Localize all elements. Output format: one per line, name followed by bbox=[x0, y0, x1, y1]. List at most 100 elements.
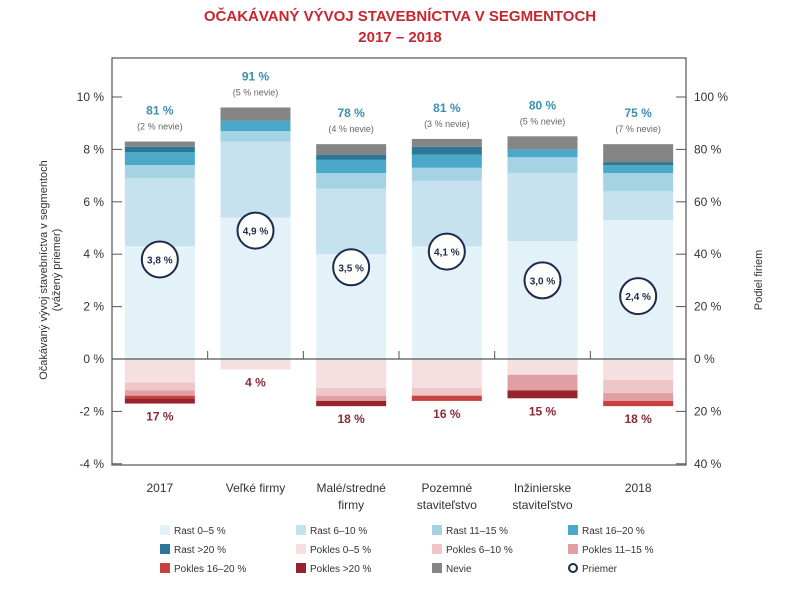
legend-swatch bbox=[160, 544, 170, 554]
bar-segment bbox=[220, 141, 291, 218]
bar-segment bbox=[603, 400, 674, 407]
y-left-tick-label: 4 % bbox=[83, 247, 104, 261]
decline-total-label: 17 % bbox=[146, 410, 174, 424]
bar-segment bbox=[507, 157, 578, 173]
x-tick-label: staviteľstvo bbox=[417, 498, 478, 512]
x-tick-label: Malé/stredné bbox=[316, 481, 386, 495]
bar-segment bbox=[316, 172, 387, 189]
bar-segment bbox=[507, 136, 578, 150]
legend-swatch bbox=[160, 525, 170, 535]
axes: 2017 Veľké firmy Malé/stredné firmy Pozemné s… bbox=[77, 57, 728, 512]
bar-segment bbox=[124, 382, 195, 391]
legend-label: Nevie bbox=[446, 564, 472, 575]
legend-swatch bbox=[296, 544, 306, 554]
y-left-tick-label: 2 % bbox=[83, 300, 104, 314]
average-label: 3,8 % bbox=[147, 255, 173, 266]
bar-segment bbox=[411, 167, 482, 181]
bar-segment bbox=[124, 152, 195, 166]
y-left-tick-label: 6 % bbox=[83, 195, 104, 209]
bar-segment bbox=[124, 395, 195, 399]
legend-label: Pokles 0–5 % bbox=[310, 545, 371, 556]
dont-know-label: (3 % nevie) bbox=[424, 119, 470, 129]
bar-segment bbox=[124, 178, 195, 247]
bar-segment bbox=[507, 374, 578, 391]
bar-segment bbox=[603, 144, 674, 163]
decline-total-label: 15 % bbox=[529, 404, 557, 418]
y-axis-left-label-line2: (vážený priemer) bbox=[51, 229, 63, 312]
bar-segment bbox=[411, 387, 482, 396]
y-left-tick-label: -2 % bbox=[79, 404, 104, 418]
y-left-tick-label: 8 % bbox=[83, 142, 104, 156]
average-label: 4,1 % bbox=[434, 248, 460, 259]
bar-segment bbox=[124, 165, 195, 179]
y-right-tick-label: 0 % bbox=[694, 352, 715, 366]
bar-segment bbox=[124, 359, 195, 383]
decline-total-label: 4 % bbox=[245, 375, 266, 389]
growth-total-label: 81 % bbox=[146, 104, 174, 118]
bar-segment bbox=[220, 359, 291, 370]
growth-total-label: 78 % bbox=[337, 106, 365, 120]
average-label: 3,5 % bbox=[338, 263, 364, 274]
bar-segment bbox=[316, 144, 387, 155]
bar-segment bbox=[316, 159, 387, 173]
legend-swatch bbox=[568, 525, 578, 535]
decline-total-label: 18 % bbox=[624, 412, 652, 426]
bar-segment bbox=[411, 146, 482, 155]
bar-segment bbox=[124, 141, 195, 147]
bar-segment bbox=[507, 359, 578, 375]
y-right-tick-label: 20 % bbox=[694, 404, 722, 418]
bar-segment bbox=[411, 395, 482, 401]
average-label: 3,0 % bbox=[530, 276, 556, 287]
bar-segment bbox=[603, 172, 674, 192]
legend-label: Rast 11–15 % bbox=[446, 526, 508, 537]
x-tick-label: Veľké firmy bbox=[226, 481, 286, 495]
bar-segment bbox=[316, 188, 387, 255]
x-tick-label: Pozemné bbox=[421, 481, 472, 495]
y-axis-right-label: Podiel firiem bbox=[753, 250, 765, 311]
decline-total-label: 16 % bbox=[433, 407, 461, 421]
bar-segment bbox=[316, 395, 387, 401]
bar-segment bbox=[507, 390, 578, 399]
average-label: 2,4 % bbox=[625, 292, 651, 303]
y-right-tick-label: 80 % bbox=[694, 142, 722, 156]
average-marker bbox=[427, 232, 466, 271]
legend-swatch bbox=[432, 563, 442, 573]
bar-segment bbox=[507, 172, 578, 242]
dont-know-label: (5 % nevie) bbox=[520, 116, 566, 126]
bar-segment bbox=[507, 149, 578, 158]
bar-segment bbox=[124, 390, 195, 396]
growth-total-label: 81 % bbox=[433, 101, 461, 115]
dont-know-label: (5 % nevie) bbox=[233, 87, 279, 97]
legend-swatch bbox=[296, 563, 306, 573]
legend-swatch-priemer bbox=[568, 563, 578, 573]
y-left-tick-label: 0 % bbox=[83, 352, 104, 366]
bar-segment bbox=[603, 379, 674, 394]
bar-segment bbox=[507, 241, 578, 359]
legend-label: Rast 0–5 % bbox=[174, 526, 226, 537]
plot-area: 81 % (2 % nevie) 17 % 3,8 % 91 % (5 % nevie) 4… bbox=[124, 69, 674, 426]
bar-segment bbox=[220, 107, 291, 121]
bar-segment bbox=[411, 138, 482, 147]
average-marker bbox=[523, 261, 562, 300]
y-right-tick-label: 20 % bbox=[694, 300, 722, 314]
bar-segment bbox=[220, 131, 291, 142]
legend-label: Rast 6–10 % bbox=[310, 526, 367, 537]
bar-segment bbox=[603, 191, 674, 221]
decline-total-label: 18 % bbox=[337, 412, 365, 426]
growth-total-label: 91 % bbox=[242, 69, 270, 83]
x-tick-label: Inžinierske bbox=[514, 481, 572, 495]
y-left-tick-label: 10 % bbox=[77, 90, 105, 104]
growth-total-label: 75 % bbox=[624, 106, 652, 120]
x-tick-label: firmy bbox=[338, 498, 364, 512]
legend-label: Pokles 11–15 % bbox=[582, 545, 654, 556]
average-marker bbox=[140, 240, 179, 279]
y-right-tick-label: 60 % bbox=[694, 195, 722, 209]
legend-swatch bbox=[160, 563, 170, 573]
bar-segment bbox=[316, 359, 387, 388]
legend-label: Pokles 16–20 % bbox=[174, 564, 246, 575]
x-tick-label: 2017 bbox=[146, 481, 173, 495]
legend-swatch bbox=[568, 544, 578, 554]
bar-segment bbox=[316, 400, 387, 407]
legend: Rast 0–5 % Rast 6–10 % Rast 11–15 % Rast 16… bbox=[160, 525, 654, 575]
